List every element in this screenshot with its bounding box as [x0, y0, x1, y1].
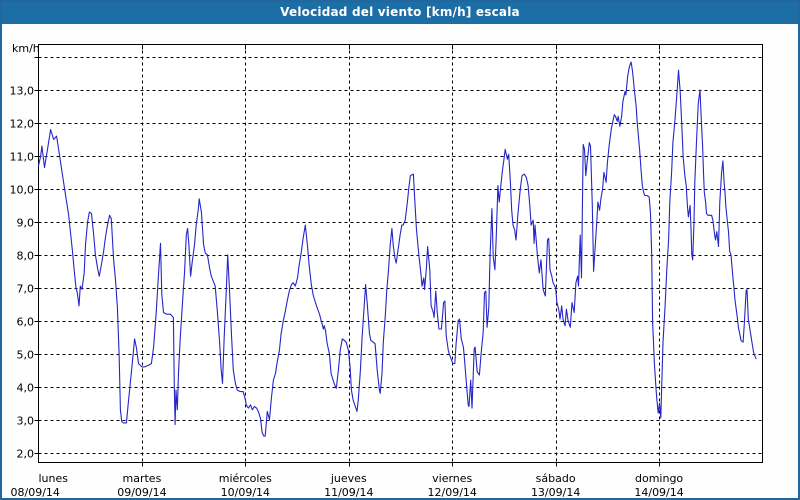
x-day-label: miércoles	[219, 472, 272, 485]
y-tick-label: 7,0	[17, 283, 35, 296]
y-tick-label: 9,0	[17, 217, 35, 230]
x-day-label: martes	[123, 472, 162, 485]
y-unit-label: km/h	[12, 42, 40, 55]
x-date-label: 13/09/14	[531, 486, 580, 498]
x-day-label: viernes	[432, 472, 472, 485]
x-date-label: 09/09/14	[117, 486, 166, 498]
y-tick-label: 13,0	[10, 85, 35, 98]
series-line	[37, 61, 757, 437]
x-day-label: jueves	[330, 472, 367, 485]
y-tick-label: 11,0	[10, 151, 35, 164]
chart-title: Velocidad del viento [km/h] escala	[280, 5, 520, 19]
x-day-label: sábado	[536, 472, 576, 485]
x-day-label: domingo	[635, 472, 683, 485]
y-tick-label: 6,0	[17, 316, 35, 329]
y-tick-label: 2,0	[17, 448, 35, 461]
x-date-label: 10/09/14	[221, 486, 270, 498]
y-tick-label: 12,0	[10, 118, 35, 131]
y-tick-label: 10,0	[10, 184, 35, 197]
plot-border	[38, 44, 763, 463]
plot-area	[38, 44, 763, 463]
x-date-label: 08/09/14	[11, 486, 60, 498]
chart-svg: 2,0 3,0 4,0 5,0 6,0 7,0 8,0 9,0 10,0 11,0 12,0 13,0…	[10, 42, 763, 498]
y-tick-label: 8,0	[17, 250, 35, 263]
x-day-label: lunes	[39, 472, 69, 485]
chart-body: 2,0 3,0 4,0 5,0 6,0 7,0 8,0 9,0 10,0 11,0 12,0 13,0…	[2, 24, 798, 498]
x-date-label: 14/09/14	[634, 486, 683, 498]
y-tick-label: 3,0	[17, 415, 35, 428]
y-tick-label: 4,0	[17, 382, 35, 395]
x-date-label: 12/09/14	[428, 486, 477, 498]
chart-title-bar: Velocidad del viento [km/h] escala	[2, 2, 798, 24]
x-date-label: 11/09/14	[324, 486, 373, 498]
y-tick-label: 5,0	[17, 349, 35, 362]
